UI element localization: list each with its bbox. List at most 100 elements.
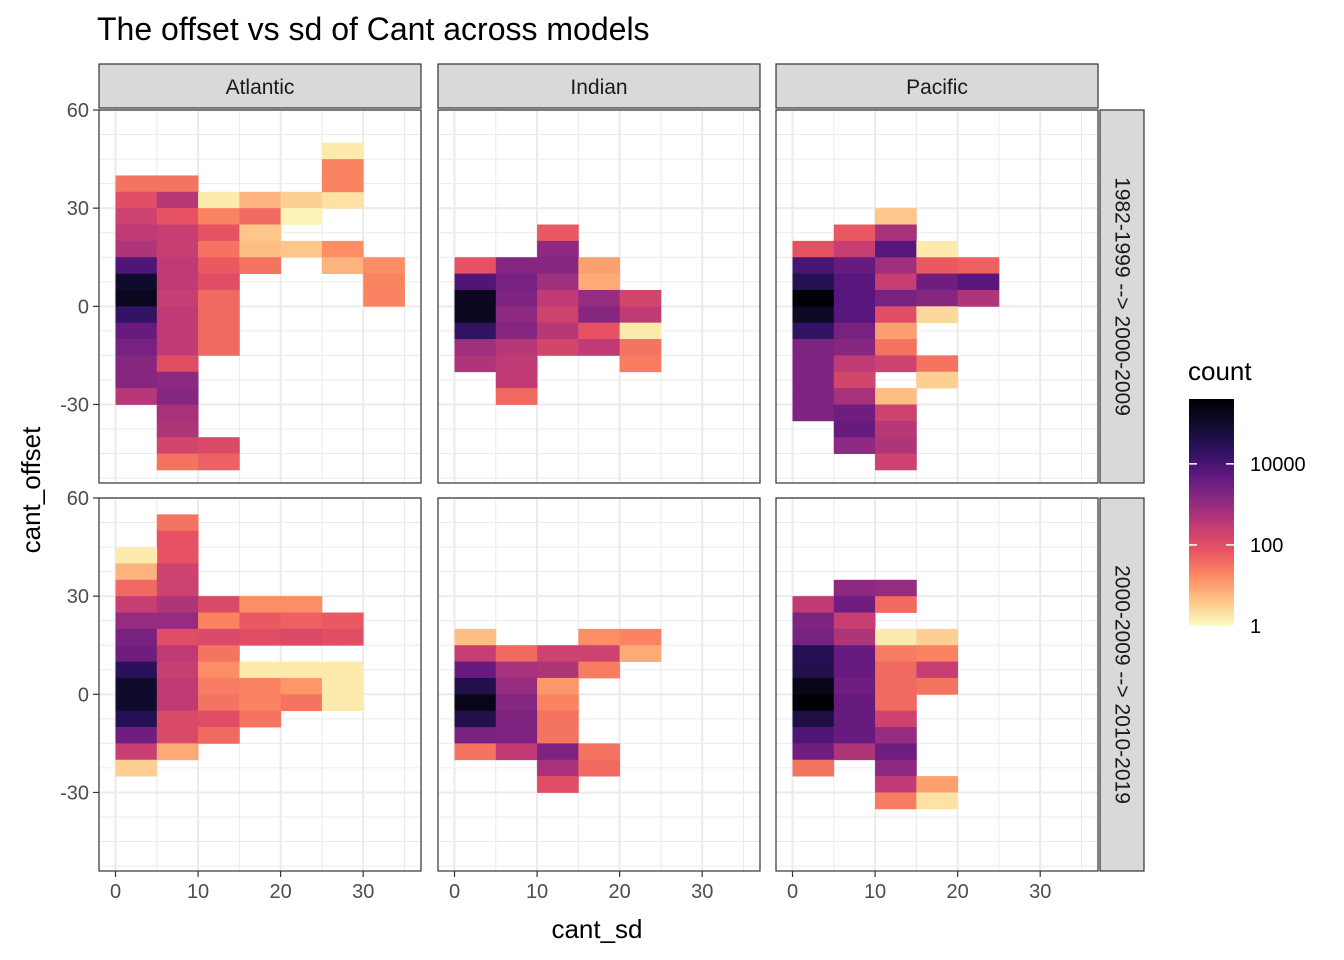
- x-tick-label: 30: [691, 881, 713, 903]
- x-tick-label: 0: [110, 881, 121, 903]
- heatmap-cell: [156, 645, 199, 662]
- heatmap-cell: [280, 612, 323, 630]
- heatmap-cell: [833, 645, 876, 662]
- heatmap-cell: [537, 694, 579, 712]
- heatmap-cell: [537, 677, 579, 695]
- heatmap-cell: [280, 677, 323, 695]
- strip-top-indian: [437, 63, 761, 109]
- heatmap-cell: [495, 257, 538, 274]
- heatmap-cell: [537, 743, 579, 761]
- heatmap-cell: [833, 710, 876, 728]
- heatmap-cell: [156, 355, 199, 373]
- heatmap-cell: [321, 628, 364, 646]
- heatmap-cell: [792, 710, 835, 728]
- heatmap-cell: [115, 306, 158, 324]
- heatmap-cell: [239, 677, 282, 695]
- heatmap-cell: [454, 355, 497, 373]
- heatmap-cell: [833, 596, 876, 613]
- heatmap-cell: [916, 645, 959, 662]
- heatmap-cell: [156, 339, 199, 356]
- strip-top-atlantic: [98, 63, 422, 109]
- heatmap-cell: [115, 388, 158, 405]
- heatmap-cell: [115, 694, 158, 712]
- chart-title: The offset vs sd of Cant across models: [97, 11, 650, 47]
- heatmap-cell: [198, 273, 240, 291]
- heatmap-cell: [280, 694, 323, 712]
- heatmap-cell: [537, 273, 579, 291]
- heatmap-cell: [115, 273, 158, 291]
- heatmap-cell: [156, 306, 199, 324]
- heatmap-cell: [239, 694, 282, 712]
- heatmap-cell: [115, 257, 158, 274]
- heatmap-cell: [198, 289, 240, 307]
- heatmap-cell: [875, 404, 917, 422]
- heatmap-cell: [875, 579, 917, 597]
- heatmap-cell: [916, 273, 959, 291]
- heatmap-cell: [875, 661, 917, 679]
- heatmap-cell: [363, 289, 405, 307]
- heatmap-cell: [115, 628, 158, 646]
- heatmap-cell: [239, 612, 282, 630]
- heatmap-cell: [156, 710, 199, 728]
- heatmap-cell: [792, 371, 835, 389]
- panel-border: [98, 109, 422, 484]
- heatmap-cell: [115, 339, 158, 356]
- heatmap-cell: [239, 710, 282, 728]
- heatmap-cell: [115, 175, 158, 193]
- heatmap-cell: [115, 191, 158, 209]
- heatmap-cell: [619, 289, 662, 307]
- heatmap-cell: [957, 289, 1000, 307]
- heatmap-cell: [833, 677, 876, 695]
- heatmap-cell: [156, 628, 199, 646]
- heatmap-cell: [833, 289, 876, 307]
- heatmap-cell: [156, 322, 199, 340]
- heatmap-cell: [198, 240, 240, 258]
- heatmap-cell: [619, 645, 662, 662]
- x-tick-label: 10: [187, 881, 209, 903]
- panel-indian-1: [437, 109, 761, 484]
- heatmap-cell: [875, 759, 917, 777]
- heatmap-cell: [156, 388, 199, 405]
- heatmap-cell: [115, 596, 158, 613]
- x-tick-label: 0: [787, 881, 798, 903]
- heatmap-cell: [495, 355, 538, 373]
- legend-tick-label: 100: [1250, 535, 1283, 557]
- heatmap-cell: [198, 257, 240, 274]
- heatmap-cell: [454, 743, 497, 761]
- heatmap-cell: [875, 339, 917, 356]
- heatmap-cell: [833, 306, 876, 324]
- heatmap-cell: [156, 371, 199, 389]
- heatmap-cell: [156, 420, 199, 438]
- heatmap-cell: [156, 727, 199, 744]
- heatmap-cell: [115, 677, 158, 695]
- heatmap-cell: [957, 273, 1000, 291]
- heatmap-cell: [115, 710, 158, 728]
- heatmap-cell: [156, 240, 199, 258]
- heatmap-cell: [198, 437, 240, 454]
- heatmap-cell: [792, 645, 835, 662]
- strip-right-2: [1099, 497, 1145, 872]
- heatmap-cell: [156, 453, 199, 471]
- heatmap-cell: [454, 289, 497, 307]
- heatmap-cell: [792, 388, 835, 405]
- heatmap-cell: [833, 371, 876, 389]
- heatmap-cell: [792, 628, 835, 646]
- heatmap-cell: [833, 628, 876, 646]
- heatmap-cell: [792, 743, 835, 761]
- heatmap-cell: [875, 628, 917, 646]
- heatmap-cell: [198, 661, 240, 679]
- heatmap-cell: [156, 596, 199, 613]
- heatmap-cell: [454, 677, 497, 695]
- heatmap-cell: [280, 191, 323, 209]
- heatmap-cell: [875, 743, 917, 761]
- heatmap-cell: [239, 628, 282, 646]
- legend-title: count: [1188, 356, 1252, 386]
- heatmap-cell: [833, 240, 876, 258]
- heatmap-cell: [495, 322, 538, 340]
- heatmap-cell: [198, 727, 240, 744]
- heatmap-cell: [495, 694, 538, 712]
- heatmap-cell: [156, 437, 199, 454]
- heatmap-cell: [833, 579, 876, 597]
- heatmap-cell: [156, 289, 199, 307]
- heatmap-cell: [916, 677, 959, 695]
